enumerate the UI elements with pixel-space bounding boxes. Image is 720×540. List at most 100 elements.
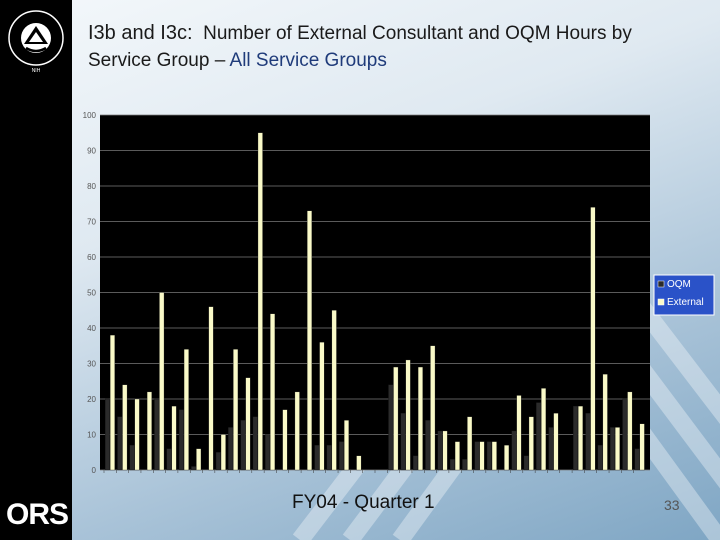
bar-oqm [536, 402, 542, 471]
y-tick-label: 20 [87, 395, 96, 404]
bar-external [627, 391, 633, 471]
y-tick-label: 80 [87, 182, 96, 191]
bar-oqm [474, 441, 480, 471]
legend-label-oqm: OQM [667, 279, 691, 290]
bar-oqm [573, 405, 578, 471]
bar-external [639, 423, 645, 471]
slide-footer: FY04 - Quarter 1 [292, 492, 435, 513]
bar-external [122, 384, 128, 471]
bar-external [528, 416, 534, 471]
y-tick-label: 70 [87, 218, 96, 227]
bar-external [331, 310, 337, 471]
legend-label-external: External [667, 297, 704, 308]
sidebar: NIH ORS [0, 0, 72, 540]
bar-oqm [548, 427, 554, 471]
y-tick-label: 50 [87, 289, 96, 298]
bar-external [454, 441, 460, 471]
bar-oqm [634, 448, 640, 471]
bar-external [578, 405, 583, 471]
bar-oqm [154, 398, 160, 471]
bar-external [590, 207, 596, 471]
bar-external [196, 448, 202, 471]
bar-oqm [215, 452, 221, 471]
title-highlight: All Service Groups [229, 50, 387, 71]
legend-swatch-oqm [657, 280, 665, 288]
bar-external [417, 366, 423, 471]
title-main: Number of External Consultant and OQM Ho… [88, 23, 632, 71]
bar-external [208, 306, 214, 471]
bar-oqm [178, 409, 184, 471]
bar-external [442, 430, 448, 471]
bar-oqm [622, 398, 628, 471]
bar-external [344, 420, 349, 471]
bar-external [491, 441, 497, 471]
bar-external [220, 434, 226, 471]
legend-swatch-external [657, 298, 665, 306]
bar-external [405, 359, 411, 471]
bar-oqm [388, 384, 394, 471]
bar-external [270, 313, 276, 471]
bar-external [319, 342, 325, 471]
bar-oqm [314, 444, 320, 471]
bar-external [307, 210, 312, 471]
bar-external [504, 444, 510, 471]
bar-external [245, 377, 251, 471]
svg-text:NIH: NIH [32, 68, 41, 74]
bar-oqm [228, 427, 234, 471]
bar-external [467, 416, 473, 471]
bar-oqm [449, 459, 455, 471]
bar-oqm [252, 416, 258, 471]
bar-oqm [462, 459, 468, 471]
bar-external [553, 413, 559, 471]
y-tick-label: 90 [87, 147, 96, 156]
bar-oqm [437, 430, 443, 471]
y-tick-label: 10 [87, 431, 96, 440]
y-tick-label: 100 [83, 111, 97, 120]
bar-external [602, 373, 608, 471]
bar-oqm [486, 441, 492, 471]
bar-oqm [166, 448, 172, 471]
bar-external [430, 345, 436, 471]
bar-external [146, 391, 152, 471]
bar-external [159, 292, 165, 471]
bar-oqm [511, 430, 517, 471]
bar-oqm [425, 420, 431, 471]
bar-oqm [400, 413, 406, 471]
slide-title: I3b and I3c: Number of External Consulta… [88, 20, 698, 74]
bar-external [541, 388, 547, 471]
bar-oqm [240, 420, 246, 471]
bar-oqm [585, 413, 591, 471]
bar-external [516, 395, 522, 471]
bar-external [171, 405, 177, 471]
bar-external [393, 366, 399, 471]
bar-oqm [129, 444, 135, 471]
bar-external [356, 455, 362, 471]
ors-logo: ORS [6, 498, 69, 531]
bar-external [294, 391, 300, 471]
bar-external [615, 427, 620, 471]
bar-oqm [265, 434, 271, 471]
bar-external [233, 349, 239, 471]
y-tick-label: 60 [87, 253, 96, 262]
bar-external [282, 409, 288, 471]
bar-oqm [105, 398, 110, 471]
y-tick-label: 30 [87, 360, 96, 369]
bar-external [134, 398, 140, 471]
page-number: 33 [664, 497, 680, 513]
bar-oqm [339, 441, 344, 471]
bar-oqm [597, 444, 603, 471]
bar-oqm [523, 455, 529, 471]
y-tick-label: 0 [92, 466, 97, 475]
bar-external [183, 349, 189, 471]
bar-external [110, 334, 115, 471]
nih-seal-icon: NIH [8, 10, 64, 74]
y-tick-label: 40 [87, 324, 96, 333]
bar-chart: 0 10 20 30 40 50 60 70 80 90 100 OQM External [83, 111, 715, 475]
bar-oqm [610, 427, 615, 471]
bar-oqm [412, 455, 418, 471]
bar-oqm [191, 466, 197, 471]
bar-external [479, 441, 485, 471]
title-prefix: I3b and I3c: [88, 22, 193, 44]
bar-oqm [117, 416, 123, 471]
bar-external [257, 132, 263, 471]
